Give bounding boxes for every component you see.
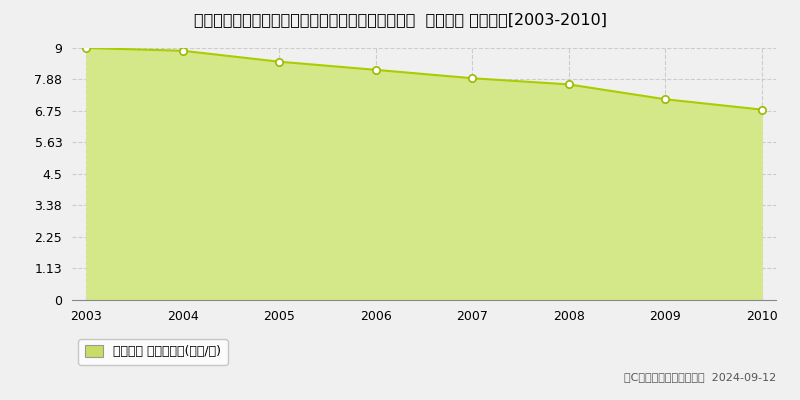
Legend: 地価公示 平均坪単価(万円/坪): 地価公示 平均坪単価(万円/坪): [78, 339, 227, 364]
Text: （C）土地価格ドットコム  2024-09-12: （C）土地価格ドットコム 2024-09-12: [624, 372, 776, 382]
Text: 青森県三戸郡三戸町大字川守田字横道３４番１０外  地価公示 地価推移[2003-2010]: 青森県三戸郡三戸町大字川守田字横道３４番１０外 地価公示 地価推移[2003-2…: [194, 12, 606, 27]
Point: [562, 81, 575, 88]
Point: [370, 67, 382, 73]
Point: [273, 58, 286, 65]
Point: [658, 96, 671, 102]
Point: [755, 106, 768, 113]
Point: [466, 75, 478, 82]
Point: [177, 48, 190, 54]
Point: [80, 45, 93, 51]
